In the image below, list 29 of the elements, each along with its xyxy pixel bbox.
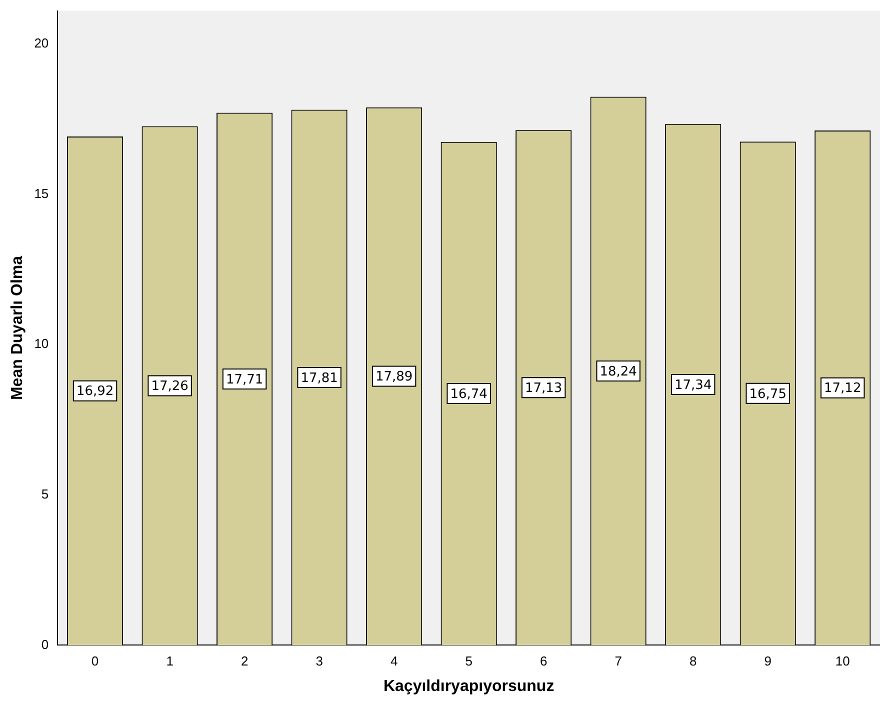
data-label: 17,13 [524,381,562,396]
y-tick-label: 10 [34,336,49,352]
x-axis-title: Kaçyıldıryapıyorsunuz [383,678,554,695]
data-label: 16,92 [76,384,114,400]
y-tick-label: 15 [34,186,49,201]
y-tick-label: 20 [34,35,49,50]
y-tick-label: 5 [41,486,49,502]
x-tick-label: 2 [240,654,248,669]
x-tick-label: 4 [390,654,398,669]
data-label: 17,26 [151,379,188,394]
x-tick-label: 5 [465,654,472,669]
x-tick-label: 7 [614,654,622,669]
y-axis-title: Mean Duyarlı Olma [9,256,26,400]
data-label: 18,24 [600,364,637,380]
data-label: 17,71 [226,372,264,388]
x-tick-label: 0 [91,654,99,669]
x-tick-label: 6 [540,654,548,669]
data-label: 17,81 [300,370,338,386]
x-tick-label: 3 [316,654,323,669]
data-label: 17,12 [824,381,862,396]
y-tick-label: 0 [41,636,49,652]
x-tick-label: 8 [689,654,697,669]
data-label: 16,75 [749,386,786,402]
data-label: 16,74 [450,386,488,402]
x-tick-label: 10 [835,654,850,669]
data-label: 17,89 [375,370,413,385]
x-tick-label: 1 [166,654,174,669]
data-label: 17,34 [674,378,712,393]
x-tick-label: 9 [764,654,772,669]
